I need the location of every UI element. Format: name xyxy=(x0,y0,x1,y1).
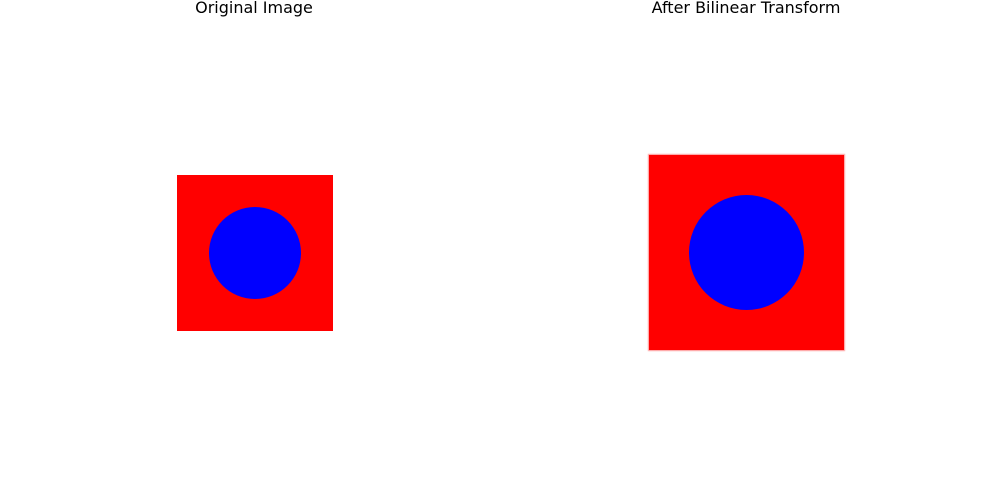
original-red-square xyxy=(177,175,333,331)
original-image-title: Original Image xyxy=(195,0,313,17)
transformed-image-title: After Bilinear Transform xyxy=(651,0,841,17)
transformed-blue-circle xyxy=(689,195,804,310)
original-blue-circle xyxy=(209,207,301,299)
transformed-red-square xyxy=(649,155,844,350)
